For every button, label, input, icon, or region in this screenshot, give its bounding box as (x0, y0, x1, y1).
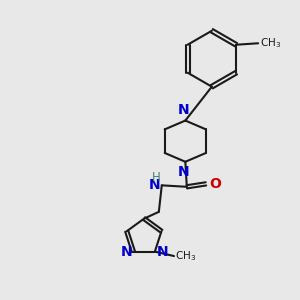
Text: H: H (152, 171, 160, 184)
Text: CH$_3$: CH$_3$ (260, 36, 281, 50)
Text: N: N (149, 178, 160, 192)
Text: N: N (178, 103, 190, 117)
Text: N: N (120, 244, 132, 259)
Text: O: O (209, 177, 221, 191)
Text: N: N (156, 244, 168, 259)
Text: CH$_3$: CH$_3$ (176, 249, 197, 263)
Text: N: N (178, 165, 190, 179)
